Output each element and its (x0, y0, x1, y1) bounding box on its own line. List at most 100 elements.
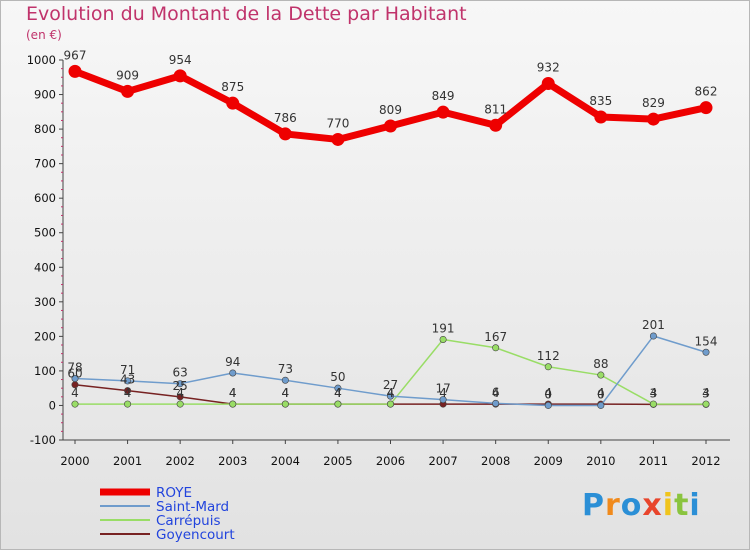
data-label: 4 (229, 386, 237, 400)
data-point (439, 335, 447, 343)
data-point (597, 401, 605, 409)
data-point (597, 371, 605, 379)
data-point (176, 380, 184, 388)
data-point (699, 101, 713, 115)
x-tick-label: 2010 (586, 454, 615, 468)
data-label: 50 (330, 370, 345, 384)
chart-title: Evolution du Montant de la Dette par Hab… (26, 3, 467, 25)
data-label: 191 (432, 321, 455, 335)
data-label: 4 (334, 386, 342, 400)
y-tick-label: 0 (49, 398, 56, 412)
y-tick-label: 500 (34, 226, 56, 240)
chart-axes: -100010020030040050060070080090010002000… (27, 53, 730, 468)
y-tick-label: 600 (34, 191, 56, 205)
legend-label: Carrépuis (156, 513, 220, 529)
data-point (124, 387, 132, 395)
x-tick-label: 2002 (166, 454, 195, 468)
y-tick-label: -100 (30, 433, 56, 447)
data-point (702, 400, 710, 408)
x-tick-label: 2003 (218, 454, 247, 468)
x-tick-label: 2001 (113, 454, 142, 468)
data-label: 862 (695, 85, 718, 99)
data-label: 4 (597, 386, 605, 400)
data-label: 967 (64, 48, 87, 62)
data-label: 835 (589, 94, 612, 108)
data-label: 875 (221, 80, 244, 94)
data-point (492, 344, 500, 352)
data-point (281, 400, 289, 408)
data-label: 3 (702, 386, 710, 400)
data-point (121, 84, 135, 98)
data-point (544, 363, 552, 371)
logo-letter: t (674, 488, 690, 523)
x-tick-label: 2005 (323, 454, 352, 468)
series-layer (68, 64, 713, 409)
data-point (489, 118, 503, 132)
chart-subtitle: (en €) (26, 28, 62, 42)
x-tick-label: 2008 (481, 454, 510, 468)
y-tick-label: 1000 (27, 53, 56, 67)
data-label: 932 (537, 60, 560, 74)
x-tick-label: 2009 (534, 454, 563, 468)
data-label: 25 (173, 379, 188, 393)
data-label: 6 (492, 385, 500, 399)
data-label: 4 (702, 386, 710, 400)
proxiti-logo: Proxiti (582, 488, 701, 523)
data-label: 88 (593, 357, 608, 371)
data-label: 954 (169, 53, 192, 67)
data-label: 4 (544, 386, 552, 400)
data-label: 17 (435, 382, 450, 396)
data-point (436, 105, 450, 119)
data-label: 78 (67, 361, 82, 375)
legend-label: ROYE (156, 485, 192, 501)
data-point (173, 69, 187, 83)
y-tick-label: 100 (34, 364, 56, 378)
data-point (492, 399, 500, 407)
data-point (176, 400, 184, 408)
y-tick-label: 400 (34, 260, 56, 274)
data-label: 71 (120, 363, 135, 377)
data-point (541, 76, 555, 90)
data-label: 112 (537, 349, 560, 363)
data-point (334, 384, 342, 392)
x-tick-label: 2012 (691, 454, 720, 468)
data-label: 4 (439, 386, 447, 400)
data-point (439, 396, 447, 404)
data-label: 4 (124, 386, 132, 400)
data-point (281, 376, 289, 384)
data-label: 43 (120, 373, 135, 387)
data-point (331, 132, 345, 146)
data-point (124, 377, 132, 385)
legend-label: Saint-Mard (156, 499, 229, 515)
data-point (646, 112, 660, 126)
data-label: 60 (67, 367, 82, 381)
x-tick-label: 2004 (271, 454, 300, 468)
logo-letter: i (689, 488, 701, 523)
data-label: 4 (176, 386, 184, 400)
data-point (702, 348, 710, 356)
data-point (594, 110, 608, 124)
data-point (544, 401, 552, 409)
x-tick-label: 2007 (428, 454, 457, 468)
data-point (176, 393, 184, 401)
data-point (226, 96, 240, 110)
data-label: 809 (379, 103, 402, 117)
data-label: 27 (383, 378, 398, 392)
logo-letter: r (605, 488, 621, 523)
data-label: 4 (229, 386, 237, 400)
data-label: 73 (278, 362, 293, 376)
data-label: 0 (544, 387, 552, 401)
y-tick-label: 900 (34, 88, 56, 102)
data-point (649, 332, 657, 340)
data-label: 4 (387, 386, 395, 400)
x-tick-label: 2011 (639, 454, 668, 468)
data-label: 94 (225, 355, 240, 369)
y-tick-label: 700 (34, 157, 56, 171)
data-point (384, 119, 397, 133)
data-label: 770 (326, 116, 349, 130)
data-label: 4 (492, 386, 500, 400)
data-point (68, 64, 82, 78)
data-point (386, 392, 394, 400)
